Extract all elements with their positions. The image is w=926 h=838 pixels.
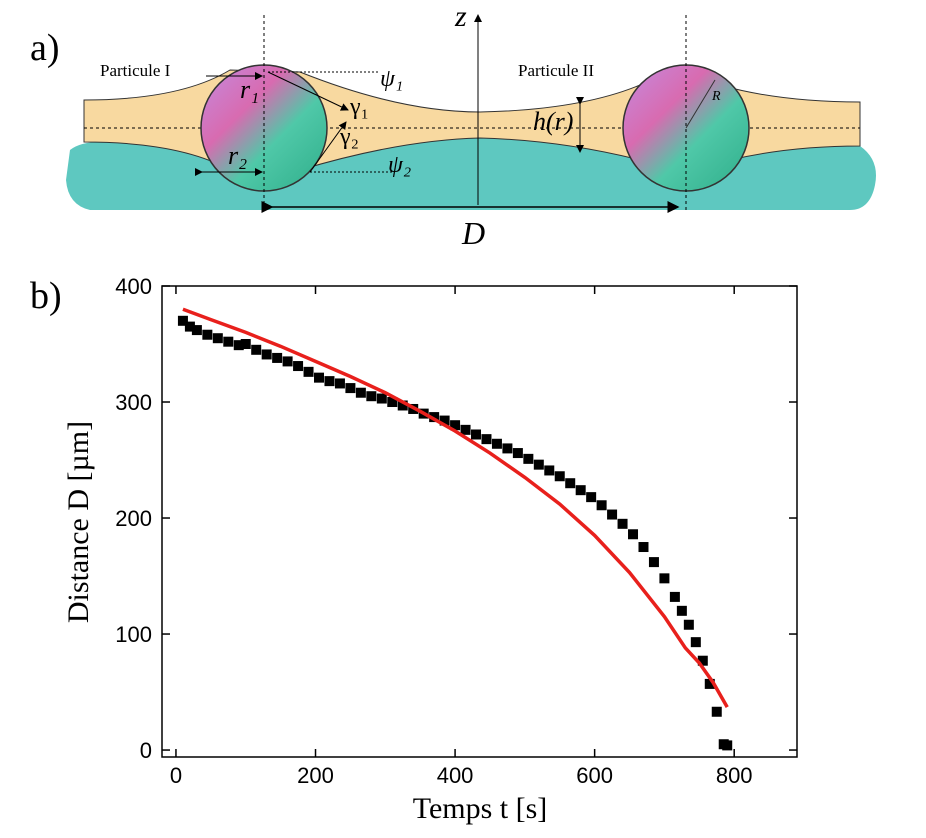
panel-label: a) bbox=[30, 27, 60, 69]
data-point bbox=[376, 393, 387, 404]
data-point bbox=[303, 366, 314, 377]
data-point bbox=[648, 557, 659, 568]
data-point bbox=[450, 420, 461, 431]
data-point bbox=[460, 424, 471, 435]
data-point bbox=[697, 655, 708, 666]
data-point bbox=[366, 391, 377, 402]
data-point bbox=[334, 378, 345, 389]
data-point bbox=[191, 325, 202, 336]
data-point bbox=[324, 376, 335, 387]
data-point bbox=[554, 471, 565, 482]
data-point bbox=[617, 518, 628, 529]
x-tick-label: 600 bbox=[576, 763, 613, 788]
d-label: D bbox=[461, 215, 485, 251]
data-point bbox=[345, 383, 356, 394]
radius bbox=[685, 79, 716, 129]
r1-label: r₁ bbox=[240, 75, 259, 104]
data-point bbox=[202, 329, 213, 340]
x-tick-label: 800 bbox=[716, 763, 753, 788]
z-label: z bbox=[454, 0, 467, 33]
data-point bbox=[575, 485, 586, 496]
x-tick-label: 400 bbox=[437, 763, 474, 788]
data-point bbox=[223, 336, 234, 347]
data-point bbox=[607, 509, 618, 520]
data-point bbox=[439, 415, 450, 426]
data-point bbox=[184, 321, 195, 332]
plot-frame bbox=[161, 285, 798, 758]
data-point bbox=[628, 529, 639, 540]
data-point bbox=[512, 448, 523, 459]
data-point bbox=[523, 453, 534, 464]
data-point bbox=[533, 459, 544, 470]
data-point bbox=[314, 372, 325, 383]
gamma2-label: γ₂ bbox=[339, 124, 359, 150]
data-point bbox=[659, 573, 670, 584]
data-point bbox=[293, 361, 304, 372]
y-tick-label: 0 bbox=[140, 738, 152, 763]
data-point bbox=[565, 478, 576, 489]
y-tick-label: 300 bbox=[115, 390, 152, 415]
h-label: h(r) bbox=[533, 107, 573, 136]
fit-line bbox=[182, 307, 729, 708]
data-point bbox=[502, 443, 513, 454]
data-point bbox=[251, 344, 262, 355]
r2-label: r₂ bbox=[228, 141, 247, 170]
data-point bbox=[491, 438, 502, 449]
data-point bbox=[683, 619, 694, 630]
data-point bbox=[429, 412, 440, 423]
data-point bbox=[355, 387, 366, 398]
gamma2-arrow bbox=[309, 121, 347, 173]
x-axis-title: Temps t [s] bbox=[413, 792, 548, 825]
x-tick-label: 0 bbox=[170, 763, 182, 788]
data-point bbox=[676, 605, 687, 616]
data-point bbox=[212, 333, 223, 344]
y-tick-label: 400 bbox=[115, 274, 152, 299]
substrate bbox=[66, 138, 876, 210]
data-point bbox=[272, 352, 283, 363]
particle-label: Particule I bbox=[100, 61, 171, 80]
data-point bbox=[704, 678, 715, 689]
data-point bbox=[586, 492, 597, 503]
data-point bbox=[690, 637, 701, 648]
psi1-label: ψ₁ bbox=[380, 66, 403, 92]
r-label: R bbox=[711, 89, 721, 104]
data-point bbox=[596, 500, 607, 511]
data-point bbox=[481, 434, 492, 445]
gamma1-arrow bbox=[267, 71, 349, 111]
data-point bbox=[177, 315, 188, 326]
gamma1-label: γ₁ bbox=[349, 94, 369, 120]
particle-label: Particule II bbox=[518, 61, 594, 80]
chart: b) Temps t [s] Distance D [µm] 0 200 400 60… bbox=[30, 274, 798, 825]
data-point bbox=[240, 339, 251, 350]
data-point bbox=[397, 400, 408, 411]
data-point bbox=[261, 349, 272, 360]
data-point bbox=[471, 429, 482, 440]
x-tick-label: 200 bbox=[297, 763, 334, 788]
data-point bbox=[722, 740, 733, 751]
data-point bbox=[233, 340, 244, 351]
psi2-label: ψ₂ bbox=[388, 152, 411, 178]
y-tick-label: 200 bbox=[115, 506, 152, 531]
diagram: a) Particule I Particule II z r₁ r₂ ψ₁ γ… bbox=[30, 0, 876, 251]
data-point bbox=[544, 465, 555, 476]
panel-label: b) bbox=[30, 275, 62, 317]
data-point bbox=[638, 542, 649, 553]
data-point bbox=[669, 591, 680, 602]
data-point bbox=[387, 397, 398, 408]
data-point bbox=[282, 356, 293, 367]
y-tick-label: 100 bbox=[115, 622, 152, 647]
y-axis-title: Distance D [µm] bbox=[62, 421, 95, 623]
data-point bbox=[711, 706, 722, 717]
